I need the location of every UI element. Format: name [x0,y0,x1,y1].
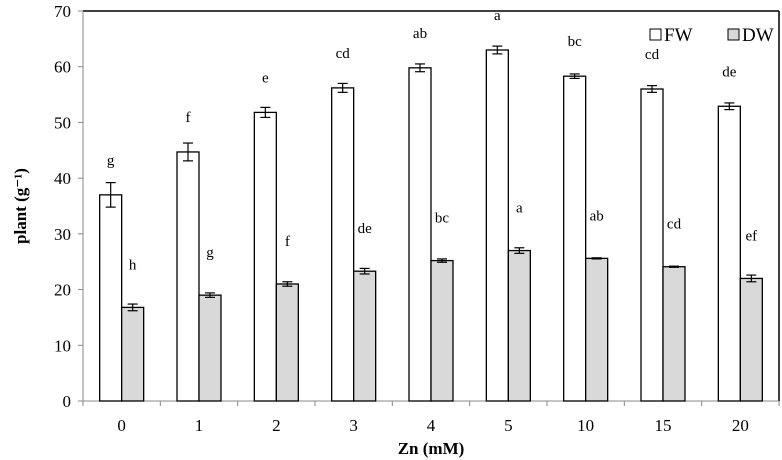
x-tick-label: 2 [272,416,281,435]
x-tick-label: 15 [655,416,672,435]
y-tick-label: 10 [54,336,71,355]
x-tick-label: 0 [117,416,126,435]
legend-label-dw: DW [742,25,774,46]
x-tick-label: 1 [195,416,204,435]
x-tick-label: 20 [732,416,749,435]
legend-swatch-dw [727,28,740,41]
legend-swatch-fw [649,28,662,41]
y-tick-label: 60 [54,58,71,77]
significance-letter: h [129,257,137,273]
x-tick-label: 3 [349,416,358,435]
bar-dw [430,259,454,402]
bar-dw [353,270,377,402]
significance-letter: ab [413,26,427,42]
bar-fw [485,49,509,402]
significance-letter: ef [746,228,758,244]
significance-letter: f [285,234,290,250]
bar-fw [176,151,200,402]
bar-fw [717,105,741,402]
legend-label-fw: FW [664,25,693,46]
x-tick-label: 4 [427,416,436,435]
x-tick-label: 5 [504,416,513,435]
significance-letter: f [186,110,191,126]
significance-letter: e [262,70,269,86]
significance-letter: ab [590,208,604,224]
bar-fw [331,87,355,402]
bar-fw [99,194,123,402]
y-tick-label: 30 [54,225,71,244]
bar-fw [640,88,664,402]
y-tick-label: 70 [54,2,71,21]
significance-letter: a [494,8,501,24]
bar-dw [121,306,145,402]
bar-fw [563,75,587,402]
x-axis-label: Zn (mM) [398,439,465,458]
y-tick-label: 0 [63,392,72,411]
bar-dw [585,257,609,402]
bar-dw [507,249,531,402]
bar-dw [662,266,686,402]
significance-letter: cd [336,46,351,62]
axes: 0 10 20 30 40 50 60 70 0 1 2 3 4 5 10 15 20 [54,2,780,435]
y-tick-label: 50 [54,113,71,132]
significance-letter: cd [667,217,682,233]
y-axis-label: plant (g⁻¹) [11,168,30,244]
bar-fw [253,111,277,402]
y-tick-label: 40 [54,169,71,188]
significance-letter: g [107,153,115,169]
y-tick-label: 20 [54,281,71,300]
significance-letter: cd [645,47,660,63]
significance-letter: de [358,221,373,237]
significance-letter: a [516,201,523,217]
significance-letter: bc [435,211,450,227]
significance-letter: bc [568,34,583,50]
bar-dw [739,277,763,402]
x-tick-label: 10 [577,416,594,435]
significance-letter: de [722,64,737,80]
bar-dw [275,283,299,402]
bar-fw [408,67,432,402]
legend: FW DW [649,25,774,46]
significance-letter: g [206,245,214,261]
bar-dw [198,294,222,402]
